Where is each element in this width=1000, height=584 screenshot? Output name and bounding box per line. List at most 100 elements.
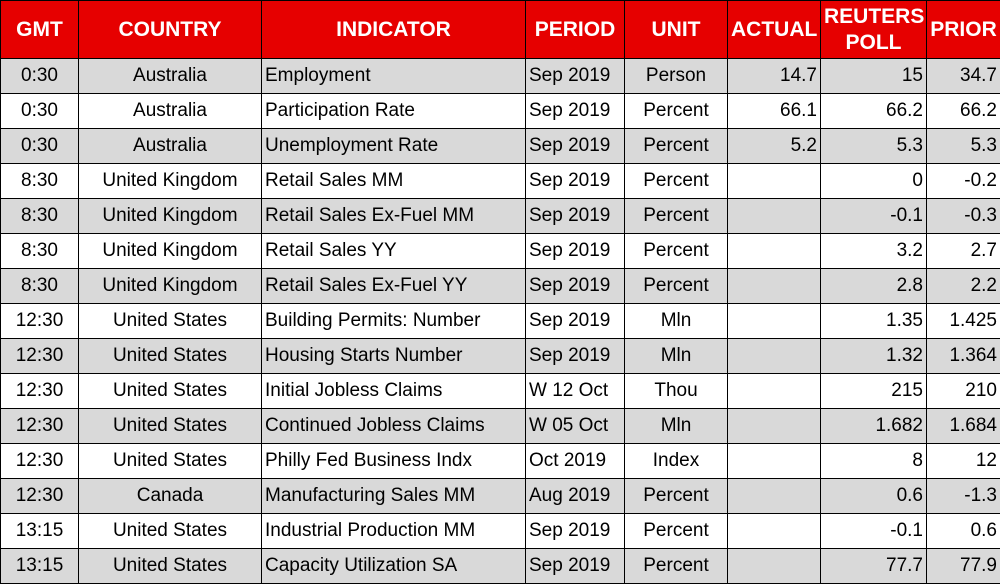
cell-actual: 66.1	[728, 94, 821, 129]
cell-country: United Kingdom	[79, 199, 262, 234]
header-gmt: GMT	[1, 1, 79, 59]
cell-unit: Percent	[625, 94, 728, 129]
cell-actual: 5.2	[728, 129, 821, 164]
cell-prior: 0.6	[927, 514, 1000, 549]
cell-country: United States	[79, 339, 262, 374]
cell-gmt: 12:30	[1, 444, 79, 479]
cell-period: Sep 2019	[526, 59, 625, 94]
cell-reuters-poll: 15	[821, 59, 927, 94]
cell-gmt: 0:30	[1, 94, 79, 129]
cell-country: Canada	[79, 479, 262, 514]
cell-actual	[728, 339, 821, 374]
cell-period: Oct 2019	[526, 444, 625, 479]
cell-actual	[728, 304, 821, 339]
cell-prior: -0.2	[927, 164, 1000, 199]
cell-gmt: 12:30	[1, 374, 79, 409]
cell-indicator: Retail Sales MM	[262, 164, 526, 199]
cell-unit: Percent	[625, 129, 728, 164]
cell-prior: 77.9	[927, 549, 1000, 584]
cell-prior: 34.7	[927, 59, 1000, 94]
cell-reuters-poll: 66.2	[821, 94, 927, 129]
header-poll-line2: POLL	[824, 30, 923, 56]
cell-gmt: 13:15	[1, 514, 79, 549]
cell-unit: Percent	[625, 164, 728, 199]
cell-reuters-poll: 215	[821, 374, 927, 409]
cell-actual	[728, 269, 821, 304]
cell-prior: 66.2	[927, 94, 1000, 129]
cell-period: Sep 2019	[526, 549, 625, 584]
cell-period: Sep 2019	[526, 199, 625, 234]
cell-indicator: Retail Sales Ex-Fuel YY	[262, 269, 526, 304]
cell-period: Sep 2019	[526, 339, 625, 374]
cell-period: Sep 2019	[526, 234, 625, 269]
cell-unit: Index	[625, 444, 728, 479]
cell-actual	[728, 479, 821, 514]
cell-indicator: Unemployment Rate	[262, 129, 526, 164]
cell-unit: Mln	[625, 409, 728, 444]
cell-gmt: 8:30	[1, 164, 79, 199]
cell-reuters-poll: 1.682	[821, 409, 927, 444]
cell-prior: 210	[927, 374, 1000, 409]
cell-gmt: 8:30	[1, 234, 79, 269]
cell-unit: Person	[625, 59, 728, 94]
cell-actual	[728, 409, 821, 444]
header-poll-line1: REUTERS	[824, 4, 923, 30]
cell-actual	[728, 514, 821, 549]
cell-country: United Kingdom	[79, 164, 262, 199]
cell-prior: 2.2	[927, 269, 1000, 304]
header-indicator: INDICATOR	[262, 1, 526, 59]
header-unit: UNIT	[625, 1, 728, 59]
cell-indicator: Employment	[262, 59, 526, 94]
cell-country: Australia	[79, 59, 262, 94]
cell-prior: 5.3	[927, 129, 1000, 164]
cell-indicator: Manufacturing Sales MM	[262, 479, 526, 514]
cell-unit: Mln	[625, 339, 728, 374]
cell-reuters-poll: 77.7	[821, 549, 927, 584]
cell-unit: Thou	[625, 374, 728, 409]
cell-period: Sep 2019	[526, 129, 625, 164]
cell-prior: 1.364	[927, 339, 1000, 374]
cell-period: Aug 2019	[526, 479, 625, 514]
cell-prior: 1.684	[927, 409, 1000, 444]
cell-reuters-poll: 1.35	[821, 304, 927, 339]
cell-period: W 12 Oct	[526, 374, 625, 409]
cell-country: United States	[79, 444, 262, 479]
cell-unit: Percent	[625, 514, 728, 549]
cell-actual: 14.7	[728, 59, 821, 94]
cell-indicator: Retail Sales Ex-Fuel MM	[262, 199, 526, 234]
cell-indicator: Participation Rate	[262, 94, 526, 129]
header-reuters-poll: REUTERS POLL	[821, 1, 927, 59]
cell-actual	[728, 549, 821, 584]
cell-gmt: 12:30	[1, 339, 79, 374]
cell-actual	[728, 164, 821, 199]
cell-actual	[728, 234, 821, 269]
cell-gmt: 12:30	[1, 409, 79, 444]
cell-period: Sep 2019	[526, 304, 625, 339]
cell-indicator: Capacity Utilization SA	[262, 549, 526, 584]
cell-prior: 2.7	[927, 234, 1000, 269]
cell-country: United Kingdom	[79, 234, 262, 269]
cell-reuters-poll: -0.1	[821, 199, 927, 234]
cell-period: Sep 2019	[526, 164, 625, 199]
cell-prior: -0.3	[927, 199, 1000, 234]
cell-reuters-poll: -0.1	[821, 514, 927, 549]
cell-reuters-poll: 5.3	[821, 129, 927, 164]
cell-unit: Percent	[625, 479, 728, 514]
header-country: COUNTRY	[79, 1, 262, 59]
cell-gmt: 0:30	[1, 129, 79, 164]
cell-prior: 1.425	[927, 304, 1000, 339]
